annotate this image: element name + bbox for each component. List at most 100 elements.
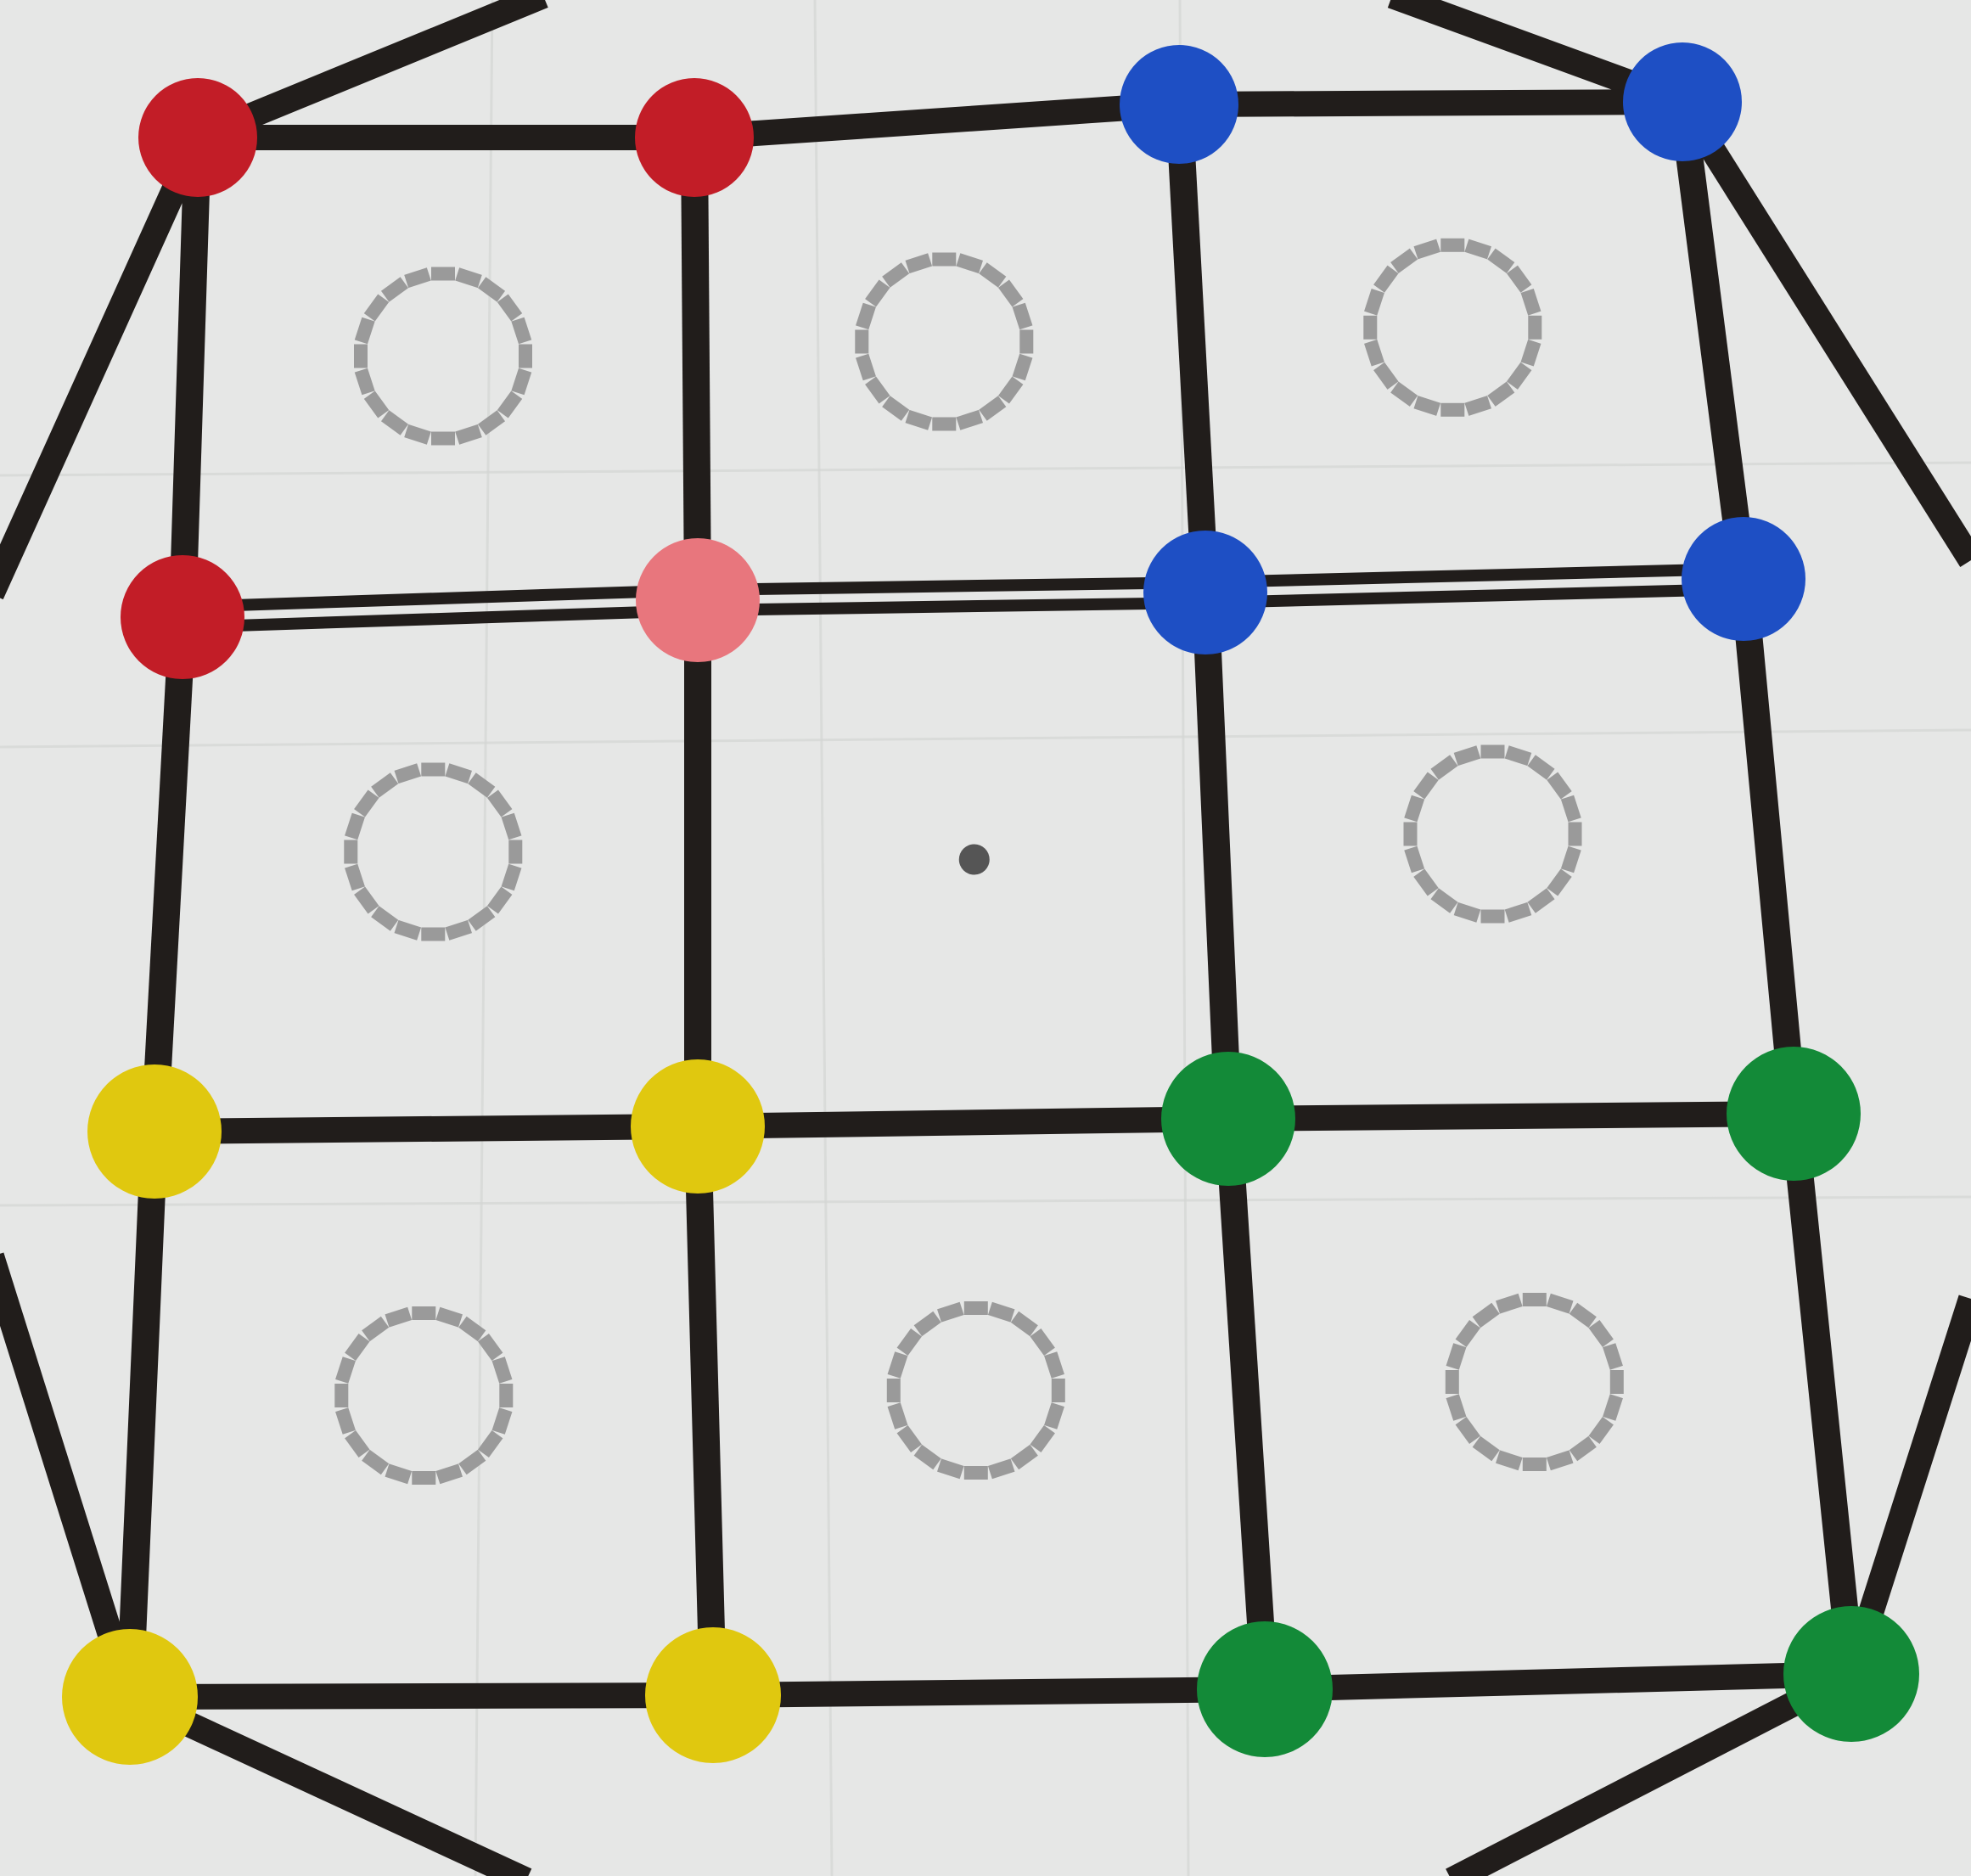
ring-segment xyxy=(345,1429,370,1458)
octagon-tape-segment-4 xyxy=(1446,1662,1857,1876)
ring-segment xyxy=(1413,868,1439,896)
ring-segment xyxy=(1569,1435,1597,1462)
ring-segment xyxy=(887,1351,908,1379)
ring-segment xyxy=(865,279,890,307)
ring-segment xyxy=(1446,1343,1467,1370)
ring-segment xyxy=(345,1333,370,1362)
ring-segment xyxy=(1520,289,1541,316)
ring-segment xyxy=(905,253,933,274)
dashed-ring-marker xyxy=(855,252,1034,431)
ring-segment xyxy=(1464,396,1491,416)
octagon-tape-segment-2 xyxy=(1671,95,1971,567)
ring-segment xyxy=(963,1466,988,1480)
ring-segment xyxy=(896,1328,923,1356)
ring-segment xyxy=(905,409,933,430)
ring-segment xyxy=(371,906,399,931)
ring-segment xyxy=(354,344,368,368)
grid-tape-h-3-2 xyxy=(1264,1661,1852,1702)
ring-segment xyxy=(354,789,379,817)
ring-segment xyxy=(354,317,375,345)
octagon-tape-segment-5 xyxy=(124,1685,532,1876)
ring-segment xyxy=(477,410,506,435)
grid-tape-v-0-3 xyxy=(1669,99,1757,581)
ring-segment xyxy=(963,1301,988,1315)
ring-segment xyxy=(1506,265,1532,293)
mat-crease-5 xyxy=(813,0,834,1876)
green-dot xyxy=(1197,1621,1333,1757)
ring-segment xyxy=(1051,1379,1065,1402)
ring-segment xyxy=(335,1356,356,1384)
ring-segment xyxy=(882,262,910,288)
grid-tape-h-lower-1-2 xyxy=(1204,583,1744,609)
blue-dot xyxy=(1623,42,1742,161)
ring-segment xyxy=(455,424,482,445)
ring-segment xyxy=(491,1356,513,1384)
ring-segment xyxy=(1390,381,1418,407)
grid-tape-h-2-1 xyxy=(697,1106,1229,1139)
pink-dot xyxy=(636,538,760,662)
ring-segment xyxy=(937,1458,964,1480)
ring-segment xyxy=(380,410,409,435)
ring-segment xyxy=(412,1306,436,1320)
ring-segment xyxy=(882,396,910,421)
ring-segment xyxy=(371,772,399,798)
grid-tape-h-0-2 xyxy=(1178,89,1683,117)
ring-segment xyxy=(1413,772,1439,800)
ring-segment xyxy=(431,267,455,281)
dashed-ring-marker xyxy=(886,1301,1065,1480)
ring-segment xyxy=(1012,302,1033,330)
ring-segment xyxy=(362,1316,390,1342)
ring-segment xyxy=(1588,1319,1614,1348)
ring-segment xyxy=(1487,248,1515,274)
octagon-tape-segment-0 xyxy=(193,0,548,149)
dashed-ring-marker xyxy=(1403,744,1582,924)
ring-segment xyxy=(363,294,390,322)
ring-segment xyxy=(362,1449,390,1475)
ring-segment xyxy=(519,344,532,368)
ring-segment xyxy=(468,772,496,798)
grid-tape-v-0-1 xyxy=(681,137,711,601)
ring-segment xyxy=(363,390,390,418)
ring-segment xyxy=(1430,755,1458,780)
ring-segment xyxy=(477,277,506,302)
grid-tape-v-1-0 xyxy=(141,616,196,1132)
ring-segment xyxy=(1568,822,1582,846)
ring-segment xyxy=(412,1471,436,1485)
ring-segment xyxy=(1455,1319,1481,1348)
yellow-dot xyxy=(631,1059,765,1194)
ring-segment xyxy=(1012,353,1033,381)
grid-tape xyxy=(116,89,1865,1710)
ring-segment xyxy=(345,863,365,891)
grid-tape-h-3-1 xyxy=(712,1677,1266,1708)
grid-tape-h-2-2 xyxy=(1227,1101,1794,1132)
ring-segment xyxy=(477,1333,503,1362)
ring-segment xyxy=(1496,1450,1523,1471)
ring-segment xyxy=(1496,1293,1523,1314)
ring-segment xyxy=(1373,265,1399,293)
ring-segment xyxy=(1522,1458,1547,1471)
ring-segment xyxy=(1547,868,1572,896)
ring-segment xyxy=(1404,845,1425,873)
ring-segment xyxy=(1030,1328,1055,1356)
ring-segment xyxy=(1527,755,1555,780)
grid-tape-v-2-0 xyxy=(116,1131,168,1698)
ring-segment xyxy=(455,267,482,289)
ring-segment xyxy=(468,906,496,931)
mat-crease-0 xyxy=(0,728,1971,749)
ring-segment xyxy=(1520,339,1541,367)
ring-segment xyxy=(497,294,523,322)
ring-segment xyxy=(1010,1444,1038,1470)
ring-segment xyxy=(1504,745,1532,767)
ring-segment xyxy=(435,1306,463,1328)
ring-segment xyxy=(445,919,472,941)
ring-segment xyxy=(956,409,983,430)
ring-segment xyxy=(1044,1402,1064,1429)
ring-segment xyxy=(344,840,358,864)
grid-tape-v-1-3 xyxy=(1730,577,1807,1115)
grid-tape-h-lower-1-1 xyxy=(697,597,1206,616)
ring-segment xyxy=(1522,1293,1547,1306)
ring-segment xyxy=(1403,822,1418,846)
mat-crease-4 xyxy=(474,0,494,1876)
grid-tape-v-1-2 xyxy=(1192,592,1242,1120)
